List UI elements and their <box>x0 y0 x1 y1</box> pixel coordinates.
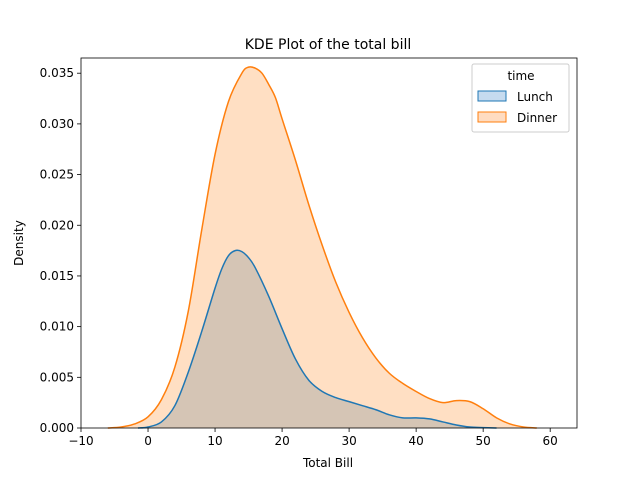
legend-swatch-lunch <box>477 90 507 102</box>
y-tick-label: 0.000 <box>40 421 74 435</box>
y-tick-label: 0.005 <box>40 370 74 384</box>
x-tick-label: 50 <box>476 434 491 448</box>
legend-label-lunch: Lunch <box>517 90 553 104</box>
legend-label-dinner: Dinner <box>517 111 557 125</box>
x-tick-label: 30 <box>341 434 356 448</box>
x-tick-label: 10 <box>207 434 222 448</box>
x-tick-label: 40 <box>408 434 423 448</box>
x-axis: −10 0 10 20 30 40 50 60 <box>68 428 558 448</box>
plot-frame <box>80 57 578 429</box>
y-tick-label: 0.015 <box>40 269 74 283</box>
lunch-density-line <box>137 249 497 429</box>
legend-items: Lunch Dinner <box>477 90 557 125</box>
y-tick-label: 0.030 <box>40 117 74 131</box>
lunch-density-area <box>137 250 497 428</box>
x-tick-label: 0 <box>144 434 152 448</box>
legend-title: time <box>507 69 534 83</box>
x-tick-label: 60 <box>543 434 558 448</box>
x-tick-label: 20 <box>274 434 289 448</box>
y-axis: 0.000 0.005 0.010 0.015 0.020 0.025 0.030 0.035 <box>40 66 81 435</box>
legend: time Lunch Dinner <box>471 63 570 133</box>
chart-title: KDE Plot of the total bill <box>245 37 411 53</box>
y-axis-label: Density <box>12 220 26 266</box>
y-tick-label: 0.025 <box>40 168 74 182</box>
plot-areas <box>107 66 537 429</box>
x-tick-label: −10 <box>68 434 93 448</box>
dinner-density-line <box>107 66 537 429</box>
y-tick-label: 0.020 <box>40 218 74 232</box>
x-axis-label: Total Bill <box>302 456 353 470</box>
legend-swatch-dinner <box>477 111 507 123</box>
y-tick-label: 0.010 <box>40 320 74 334</box>
y-tick-label: 0.035 <box>40 66 74 80</box>
